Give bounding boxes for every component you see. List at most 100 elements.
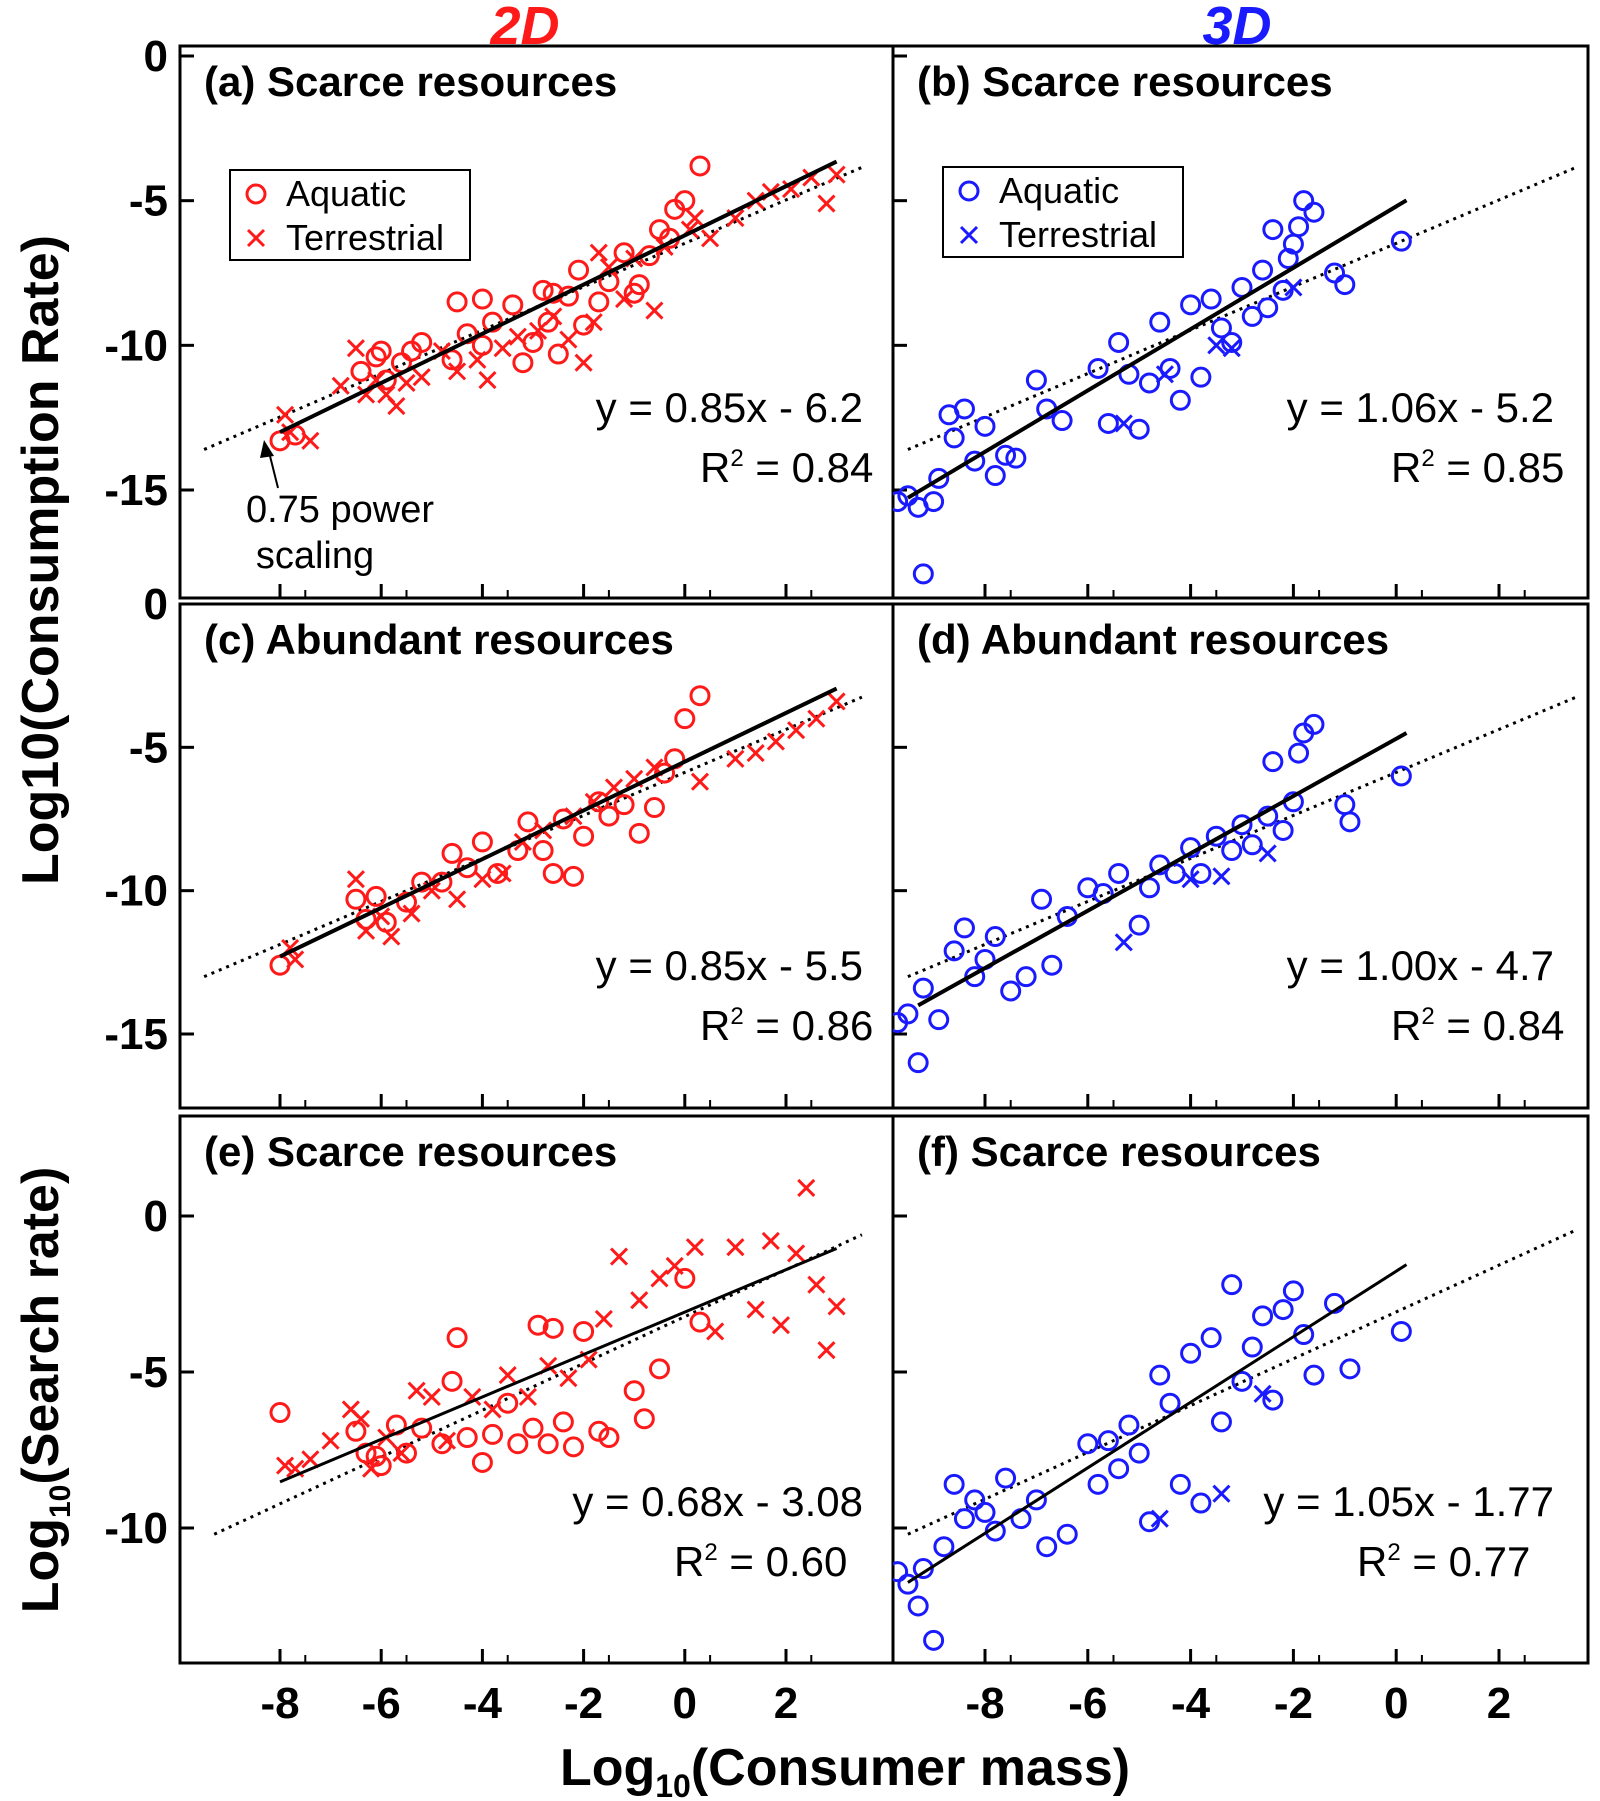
data-point-terrestrial — [473, 870, 492, 889]
x-marker-stroke — [493, 864, 512, 883]
x-marker-stroke — [478, 370, 497, 390]
fit-r2: R2 = 0.85 — [1391, 444, 1564, 491]
fit-r2: R2 = 0.84 — [1391, 1002, 1564, 1049]
data-point-aquatic — [1128, 1442, 1150, 1464]
data-point-aquatic — [370, 340, 392, 362]
reference-line — [907, 1228, 1577, 1536]
data-point-terrestrial — [701, 229, 720, 248]
data-point-terrestrial — [402, 904, 421, 923]
data-point-terrestrial — [275, 1456, 295, 1475]
data-point-aquatic — [1231, 814, 1253, 836]
data-point-aquatic — [974, 1501, 996, 1523]
legend-box — [942, 166, 1184, 258]
data-point-aquatic — [527, 1314, 549, 1336]
data-point-terrestrial — [685, 1238, 704, 1257]
data-point-aquatic — [1010, 1508, 1032, 1530]
data-point-terrestrial — [518, 1387, 538, 1407]
panel-plot-area — [213, 1178, 863, 1536]
data-point-aquatic — [1210, 1411, 1232, 1433]
data-point-terrestrial — [787, 721, 806, 740]
data-point-aquatic — [269, 954, 291, 976]
data-point-terrestrial — [498, 1366, 517, 1385]
data-point-terrestrial — [407, 1381, 426, 1400]
data-point-terrestrial — [827, 1297, 846, 1316]
data-point-aquatic — [1108, 1458, 1130, 1480]
data-point-aquatic — [689, 1311, 711, 1333]
x-marker-stroke — [746, 744, 765, 763]
data-point-aquatic — [674, 708, 696, 730]
data-point-aquatic — [897, 485, 919, 507]
data-point-aquatic — [674, 190, 696, 212]
x-marker-stroke — [508, 327, 527, 346]
fit-line — [279, 686, 838, 959]
data-point-aquatic — [350, 360, 372, 382]
data-point-terrestrial — [827, 165, 846, 184]
x-marker-stroke — [407, 1381, 426, 1400]
data-point-terrestrial — [726, 749, 745, 768]
data-point-aquatic — [1169, 389, 1191, 411]
data-point-aquatic — [912, 563, 934, 585]
r2-label: R — [1391, 1002, 1421, 1049]
data-point-aquatic — [1282, 1280, 1304, 1302]
data-point-aquatic — [1159, 1392, 1181, 1414]
data-point-aquatic — [517, 811, 539, 833]
data-point-aquatic — [1262, 751, 1284, 773]
data-point-aquatic — [1056, 1523, 1078, 1545]
x-tick-label: -2 — [1274, 1679, 1313, 1728]
r2-superscript: 2 — [1421, 1003, 1434, 1030]
data-point-terrestrial — [1212, 1484, 1231, 1503]
panel-title: (c) Abundant resources — [204, 616, 674, 663]
data-point-terrestrial — [367, 370, 386, 390]
data-point-terrestrial — [827, 692, 846, 711]
r2-label: R — [700, 444, 730, 491]
r2-superscript: 2 — [730, 1003, 743, 1030]
data-point-terrestrial — [275, 405, 295, 424]
x-marker-stroke — [787, 1244, 806, 1263]
data-point-aquatic — [1252, 1305, 1274, 1327]
x-marker-stroke — [422, 881, 441, 900]
data-point-aquatic — [1000, 980, 1022, 1002]
panel-row-frame — [178, 1114, 1590, 1665]
data-point-terrestrial — [797, 1178, 816, 1197]
x-marker-stroke — [448, 890, 467, 909]
data-point-aquatic — [1118, 1414, 1140, 1436]
legend-aquatic-marker — [245, 183, 267, 205]
data-point-terrestrial — [478, 370, 497, 390]
data-point-aquatic — [507, 1433, 529, 1455]
data-point-aquatic — [984, 926, 1006, 948]
data-point-aquatic — [623, 1380, 645, 1402]
panel-plot-area — [893, 166, 1577, 585]
data-point-aquatic — [1025, 369, 1047, 391]
data-point-aquatic — [933, 1536, 955, 1558]
x-marker-stroke — [351, 1409, 371, 1428]
data-point-aquatic — [1097, 1430, 1119, 1452]
fit-equation: y = 0.85x - 5.5 — [596, 942, 863, 989]
data-point-terrestrial — [483, 1400, 502, 1419]
r2-value: = 0.84 — [744, 444, 874, 491]
legend-terrestrial-label: Terrestrial — [999, 214, 1157, 255]
data-point-aquatic — [1149, 1364, 1171, 1386]
legend-terrestrial-label: Terrestrial — [286, 217, 444, 258]
data-point-aquatic — [562, 865, 584, 887]
data-point-aquatic — [269, 1402, 291, 1424]
data-point-terrestrial — [1150, 1509, 1169, 1528]
data-point-terrestrial — [630, 1291, 649, 1310]
data-point-terrestrial — [1253, 1384, 1272, 1403]
r2-value: = 0.84 — [1435, 1002, 1565, 1049]
x-marker-stroke — [362, 1459, 381, 1478]
x-tick-label: 0 — [1384, 1679, 1408, 1728]
data-point-aquatic — [573, 1320, 595, 1342]
data-point-aquatic — [928, 467, 950, 489]
data-point-aquatic — [1210, 317, 1232, 339]
legend-terrestrial-marker — [246, 228, 266, 248]
data-point-aquatic — [1334, 274, 1356, 296]
x-tick-label: 2 — [774, 1679, 798, 1728]
x-marker-stroke — [286, 950, 305, 969]
x-marker-stroke — [827, 1297, 846, 1316]
data-point-aquatic — [471, 831, 493, 853]
panel-row-frame — [178, 44, 1590, 600]
data-point-aquatic — [953, 1508, 975, 1530]
y-tick-label: -10 — [104, 1504, 168, 1553]
x-axis-label-main: Log — [560, 1739, 655, 1797]
